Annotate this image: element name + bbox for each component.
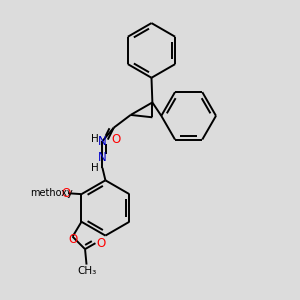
Text: O: O [68,233,77,246]
Text: N: N [98,151,107,164]
Text: CH₃: CH₃ [77,266,96,275]
Text: O: O [112,133,121,146]
Text: N: N [98,135,107,148]
Text: H: H [91,163,99,173]
Text: O: O [97,237,106,250]
Text: methoxy: methoxy [30,188,73,198]
Text: O: O [61,187,70,200]
Text: H: H [91,134,99,144]
